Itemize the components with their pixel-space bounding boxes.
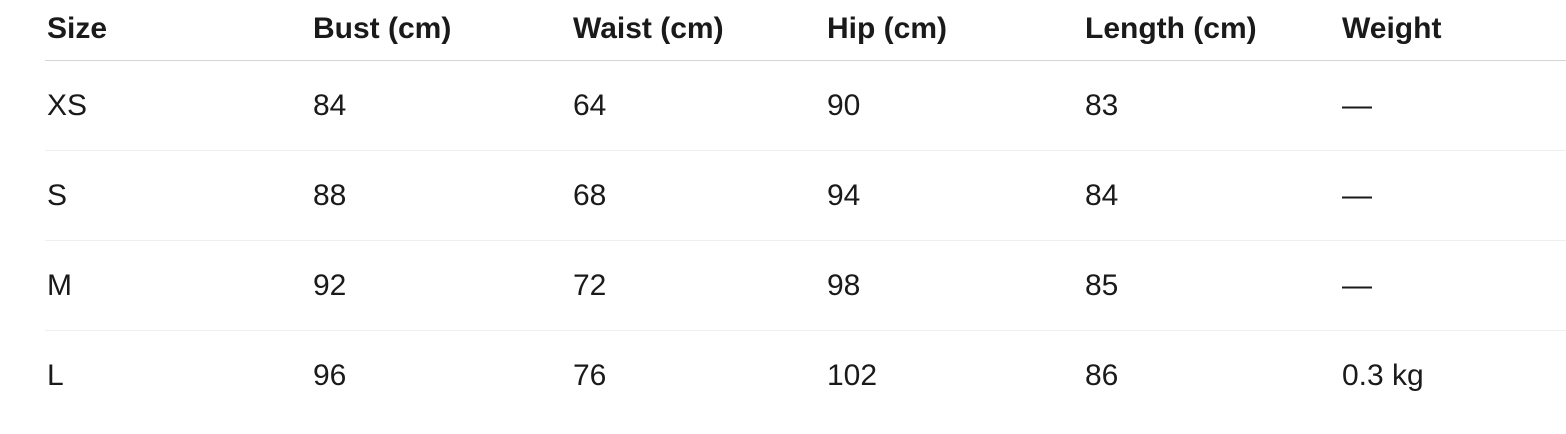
cell-bust: 88 (313, 150, 573, 241)
cell-length: 86 (1085, 359, 1119, 392)
column-header-size: Size (45, 0, 313, 61)
cell-waist: 72 (573, 240, 827, 331)
cell-weight: 0.3 kg (1342, 359, 1424, 392)
cell-size: S (45, 150, 313, 241)
cell-waist: 68 (573, 150, 827, 241)
cell-waist: 64 (573, 60, 827, 151)
cell-bust: 84 (313, 60, 573, 151)
table-row: XS 84 64 90 83 — (45, 60, 1566, 151)
cell-hip: 90 (827, 60, 1085, 151)
table-row: M 92 72 98 85 — (45, 240, 1566, 331)
cell-weight: — (1342, 60, 1566, 151)
cell-weight: — (1342, 240, 1566, 331)
cell-size: XS (45, 60, 313, 151)
cell-hip: 94 (827, 150, 1085, 241)
cell-hip: 98 (827, 240, 1085, 331)
cell-length: 83 (1085, 60, 1342, 151)
size-chart-table: Size Bust (cm) Waist (cm) Hip (cm) Lengt… (45, 0, 1566, 420)
column-header-waist: Waist (cm) (573, 0, 827, 61)
column-header-bust: Bust (cm) (313, 0, 573, 61)
cell-length: 85 (1085, 240, 1342, 331)
cell-size: L (47, 359, 64, 392)
size-chart: Size Bust (cm) Waist (cm) Hip (cm) Lengt… (45, 0, 1566, 420)
cell-bust: 96 (313, 359, 347, 392)
column-header-length: Length (cm) (1085, 0, 1342, 61)
cell-waist: 76 (573, 359, 607, 392)
header-row: Size Bust (cm) Waist (cm) Hip (cm) Lengt… (45, 0, 1566, 61)
cell-weight: — (1342, 150, 1566, 241)
column-header-hip: Hip (cm) (827, 0, 1085, 61)
cell-size: M (45, 240, 313, 331)
table-row: L 96 76 102 86 0.3 kg (45, 331, 1566, 421)
cell-bust: 92 (313, 240, 573, 331)
table-row: S 88 68 94 84 — (45, 150, 1566, 241)
cell-hip: 102 (827, 359, 878, 392)
cell-length: 84 (1085, 150, 1342, 241)
column-header-weight: Weight (1342, 0, 1566, 61)
